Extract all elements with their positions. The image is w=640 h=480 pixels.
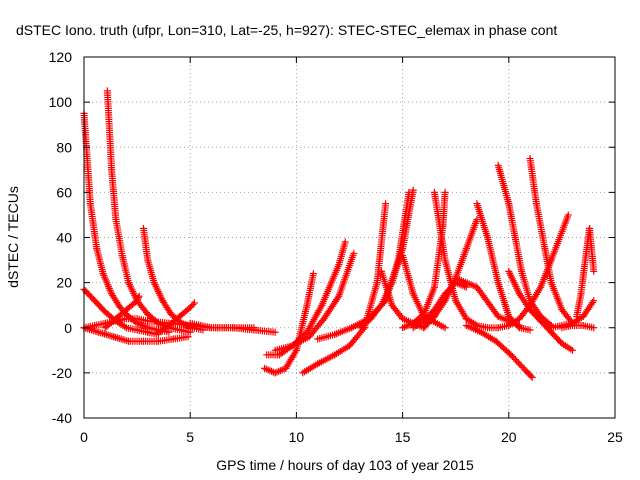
x-tick-label: 25 [607,429,623,445]
data-point [133,297,141,305]
data-point [590,267,598,275]
data-point [341,238,349,246]
data-point [189,300,197,308]
data-point [135,294,143,302]
data-point [514,359,522,367]
data-point [184,333,192,341]
x-tick-label: 15 [395,429,411,445]
y-axis-title: dSTEC / TECUs [5,186,21,288]
y-tick-label: 20 [56,275,72,291]
x-tick-label: 20 [501,429,517,445]
x-tick-label: 0 [80,429,88,445]
data-point [528,373,536,381]
data-point [511,356,519,364]
data-point [507,351,515,359]
data-point [382,200,390,208]
data-points [80,87,598,381]
x-axis: 0 5 10 15 20 25 [80,57,623,445]
data-point [564,211,572,219]
data-point [517,362,525,370]
data-point [350,249,358,257]
data-point [510,354,518,362]
data-point [135,292,143,300]
data-point [590,324,598,332]
y-tick-label: -20 [52,365,72,381]
data-point [590,297,598,305]
x-tick-label: 5 [186,429,194,445]
x-tick-label: 10 [289,429,305,445]
x-axis-title: GPS time / hours of day 103 of year 2015 [216,457,474,473]
y-tick-label: 0 [64,320,72,336]
data-point [519,363,527,371]
y-tick-label: 40 [56,230,72,246]
data-point [190,299,198,307]
y-tick-label: 100 [49,94,73,110]
data-point [271,328,279,336]
data-point [508,352,516,360]
data-point [516,360,524,368]
data-point [134,295,142,303]
y-axis: -40 -20 0 20 40 60 80 100 120 [49,49,615,426]
data-point [526,326,534,334]
data-point [505,349,513,357]
data-point [513,357,521,365]
y-tick-label: 120 [49,49,73,65]
data-point [527,372,535,380]
data-point [546,320,554,328]
y-tick-label: 80 [56,139,72,155]
data-point [309,270,317,278]
y-tick-label: -40 [52,410,72,426]
data-point [376,303,384,311]
data-point [569,346,577,354]
data-point [409,186,417,194]
data-point [441,324,449,332]
data-point [441,188,449,196]
plot-frame [83,56,616,419]
chart-title: dSTEC Iono. truth (ufpr, Lon=310, Lat=-2… [16,22,557,38]
grid [84,57,615,418]
y-tick-label: 60 [56,184,72,200]
